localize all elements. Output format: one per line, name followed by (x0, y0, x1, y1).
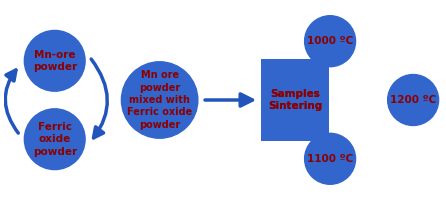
Ellipse shape (25, 30, 85, 91)
Ellipse shape (305, 16, 355, 67)
Ellipse shape (388, 75, 438, 125)
Text: Mn ore
powder
mixed with
Ferric oxide
powder: Mn ore powder mixed with Ferric oxide po… (127, 70, 192, 130)
FancyArrowPatch shape (5, 70, 18, 133)
Text: Samples
Sintering: Samples Sintering (268, 89, 322, 111)
FancyArrowPatch shape (91, 59, 107, 138)
Text: Samples
Sintering: Samples Sintering (268, 89, 322, 111)
Text: Ferric
oxide
powder: Ferric oxide powder (33, 122, 77, 157)
Bar (261, 59, 329, 141)
FancyArrowPatch shape (205, 94, 252, 106)
Text: 1100 ºC: 1100 ºC (307, 154, 353, 164)
Text: Mn-ore
powder: Mn-ore powder (33, 50, 77, 72)
Ellipse shape (25, 109, 85, 170)
Text: 1000 ºC: 1000 ºC (307, 36, 353, 46)
Ellipse shape (305, 133, 355, 184)
Text: 1200 ºC: 1200 ºC (390, 95, 436, 105)
Ellipse shape (121, 62, 198, 138)
